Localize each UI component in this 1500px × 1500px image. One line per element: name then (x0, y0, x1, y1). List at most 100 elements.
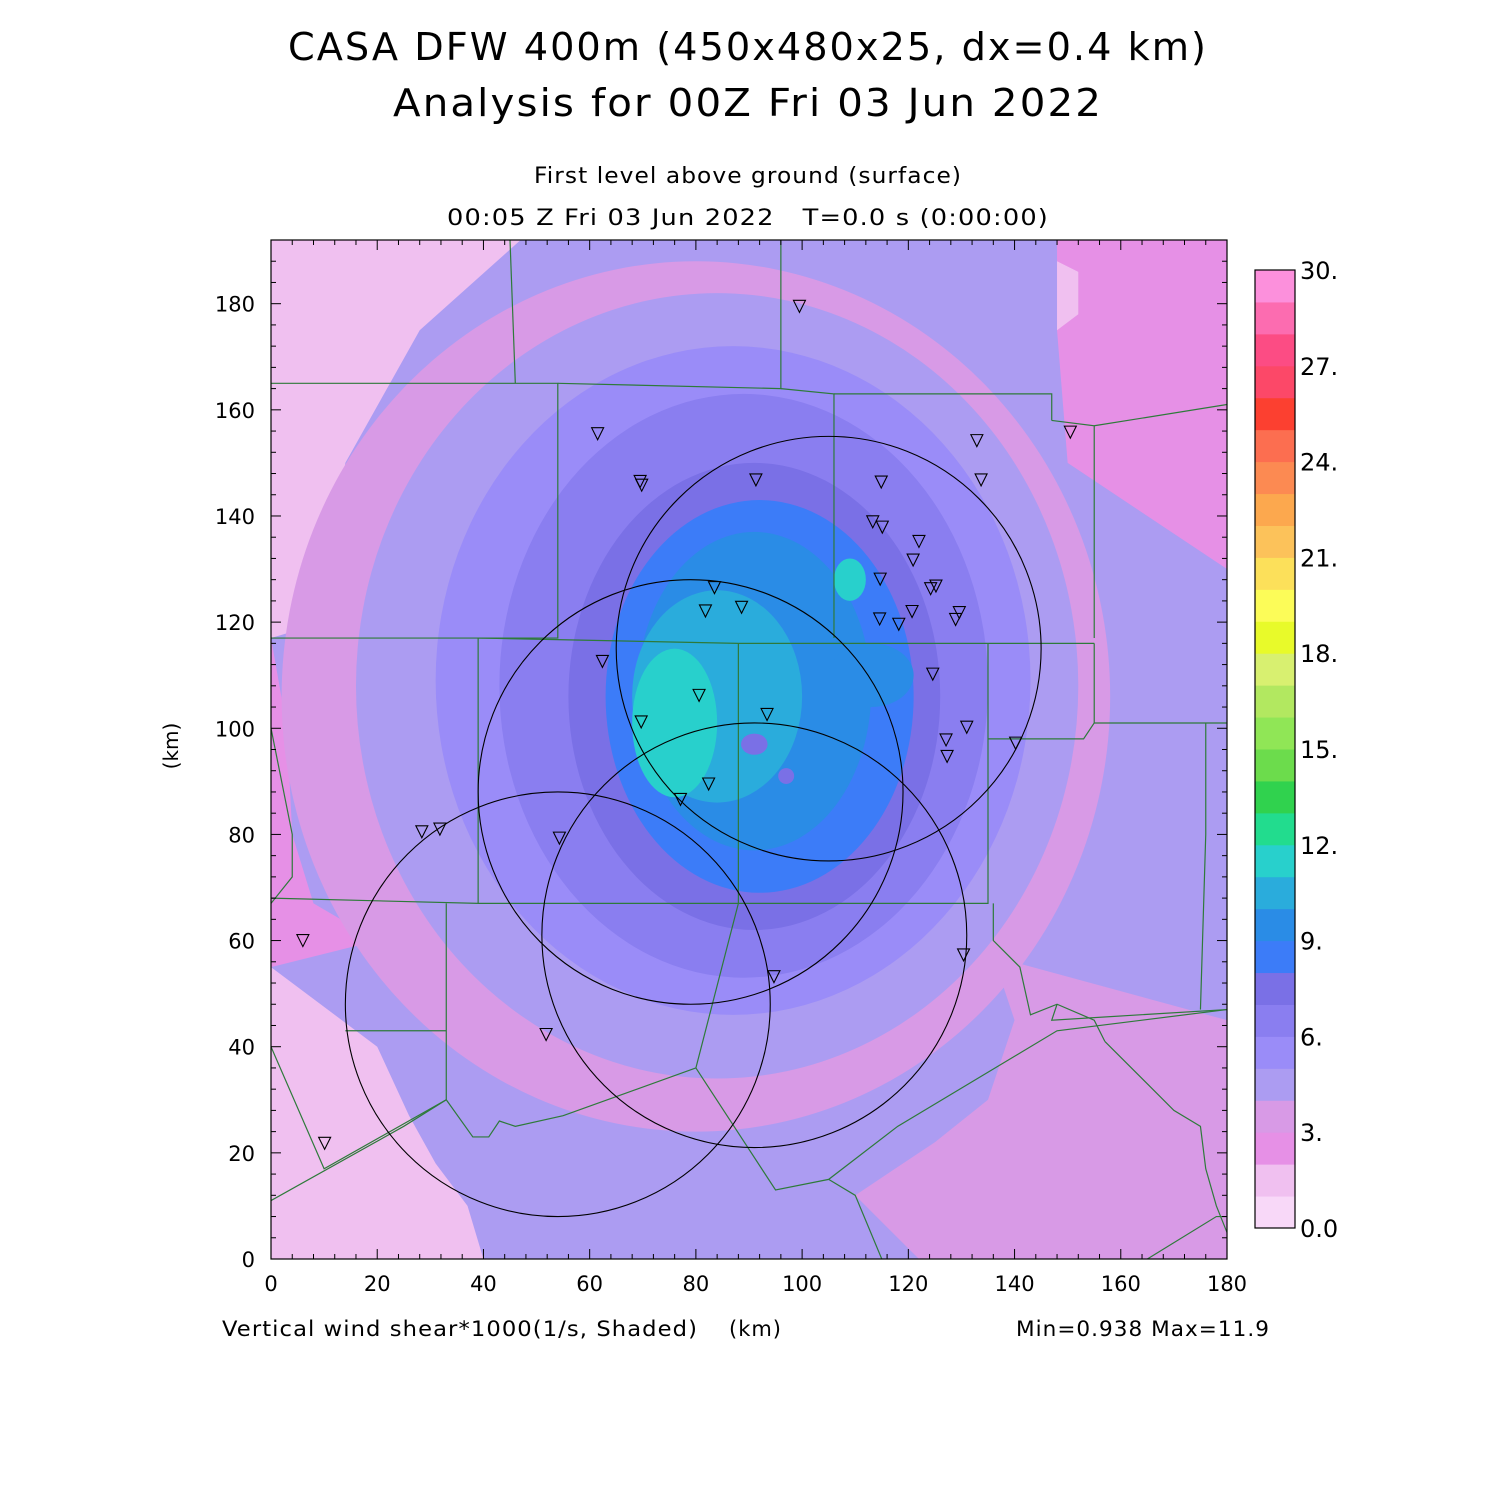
shade-band-8 (632, 648, 718, 798)
colorbar-swatch-21 (1255, 525, 1295, 558)
radar-ring-2 (541, 722, 968, 1149)
level-label: First level above ground (surface) (534, 164, 962, 189)
x-tick-label: 60 (576, 1272, 603, 1296)
station-marker-8 (1063, 425, 1078, 440)
chart-title: CASA DFW 400m (450x480x25, dx=0.4 km) (288, 25, 1208, 69)
y-tick-label: 40 (228, 1036, 255, 1060)
station-marker-10 (875, 520, 890, 535)
x-tick-label: 20 (364, 1272, 391, 1296)
colorbar-label: 24. (1300, 449, 1338, 477)
colorbar-swatch-3 (1255, 1100, 1295, 1133)
colorbar-frame (1254, 269, 1296, 1229)
county-line-19 (992, 903, 1106, 1042)
station-marker-14 (929, 579, 943, 594)
x-tick-label: 100 (782, 1272, 822, 1296)
radar-ring-3 (344, 791, 771, 1218)
county-line-17 (695, 1008, 1227, 1191)
colorbar-label: 6. (1300, 1023, 1323, 1051)
station-marker-39 (956, 948, 971, 963)
station-marker-36 (414, 825, 429, 839)
county-line-14 (271, 1046, 447, 1170)
colorbar-swatch-15 (1255, 717, 1295, 750)
county-line-24 (271, 728, 293, 904)
station-marker-42 (317, 1136, 332, 1151)
colorbar-swatch-2 (1255, 1132, 1295, 1165)
y-tick-label: 60 (228, 930, 255, 954)
y-tick-label: 120 (215, 611, 255, 635)
colorbar-swatch-5 (1255, 1036, 1295, 1069)
x-tick-label: 40 (470, 1272, 497, 1296)
colorbar-swatch-22 (1255, 493, 1295, 526)
chart-subtitle: Analysis for 00Z Fri 03 Jun 2022 (393, 81, 1103, 125)
colorbar-swatch-25 (1255, 397, 1295, 431)
colorbar-swatch-7 (1255, 972, 1295, 1005)
station-marker-3 (634, 478, 649, 493)
station-marker-4 (749, 473, 763, 488)
y-tick-label: 0 (242, 1248, 255, 1272)
shade-region-1 (271, 638, 378, 968)
station-marker-25 (925, 667, 940, 682)
colorbar-label: 18. (1300, 640, 1338, 668)
shade-region-5 (855, 956, 1227, 1259)
shade-region-2 (271, 967, 484, 1259)
county-line-1 (509, 240, 516, 384)
colorbar-swatch-6 (1255, 1004, 1295, 1037)
colorbar-swatch-17 (1255, 653, 1295, 686)
county-line-4 (833, 393, 1053, 421)
station-marker-5 (874, 475, 889, 490)
county-line-22 (1050, 1004, 1227, 1021)
county-line-9 (478, 643, 989, 905)
station-marker-38 (295, 934, 310, 948)
shade-region-3 (1057, 240, 1227, 570)
colorbar-swatch-19 (1255, 589, 1295, 622)
colorbar-label: 30. (1300, 257, 1338, 285)
colorbar-label: 12. (1300, 832, 1338, 860)
station-marker-29 (959, 720, 974, 735)
station-marker-41 (539, 1027, 554, 1042)
shade-pocket-2 (828, 643, 914, 708)
colorbar-swatch-16 (1255, 685, 1295, 718)
shade-region-4 (1057, 261, 1079, 331)
x-tick-label: 0 (264, 1272, 277, 1296)
station-marker-0 (792, 299, 807, 314)
station-marker-17 (734, 600, 749, 615)
colorbar-swatch-11 (1255, 844, 1295, 878)
county-line-0 (271, 382, 559, 639)
station-marker-22 (952, 606, 967, 620)
station-marker-1 (590, 427, 605, 441)
y-axis-label: (km) (159, 723, 183, 770)
shade-pocket-3 (833, 558, 866, 601)
county-line-23 (1199, 722, 1207, 1010)
colorbar-label: 9. (1300, 928, 1323, 956)
station-marker-11 (912, 534, 926, 549)
colorbar-label: 21. (1300, 544, 1338, 572)
y-tick-label: 140 (215, 505, 255, 529)
shade-pocket-1 (778, 768, 795, 784)
radar-ring-0 (615, 435, 1042, 862)
station-marker-13 (873, 572, 888, 587)
station-marker-19 (872, 612, 887, 627)
colorbar: 0.0 3. 6. 9. 12. 15. 18. 21. 24. 27. 30. (1254, 257, 1338, 1243)
radar-ring-1 (477, 579, 904, 1005)
colorbar-swatch-20 (1255, 557, 1295, 590)
station-marker-34 (673, 792, 688, 807)
station-marker-16 (707, 581, 722, 595)
colorbar-swatch-18 (1255, 621, 1295, 654)
station-marker-18 (698, 604, 713, 619)
x-tick-label: 80 (683, 1272, 710, 1296)
station-marker-12 (906, 553, 921, 568)
county-line-16 (445, 903, 739, 1138)
y-tick-label: 160 (215, 399, 255, 423)
colorbar-swatch-0 (1255, 1196, 1295, 1229)
colorbar-swatch-29 (1255, 270, 1295, 303)
station-marker-40 (767, 970, 781, 984)
station-marker-6 (969, 434, 984, 448)
colorbar-swatch-23 (1255, 461, 1295, 495)
colorbar-label: 3. (1300, 1119, 1323, 1147)
station-marker-9 (865, 515, 880, 530)
station-marker-33 (701, 777, 716, 792)
y-tick-label: 180 (215, 293, 255, 317)
colorbar-swatch-1 (1255, 1164, 1295, 1197)
station-marker-7 (974, 473, 988, 488)
